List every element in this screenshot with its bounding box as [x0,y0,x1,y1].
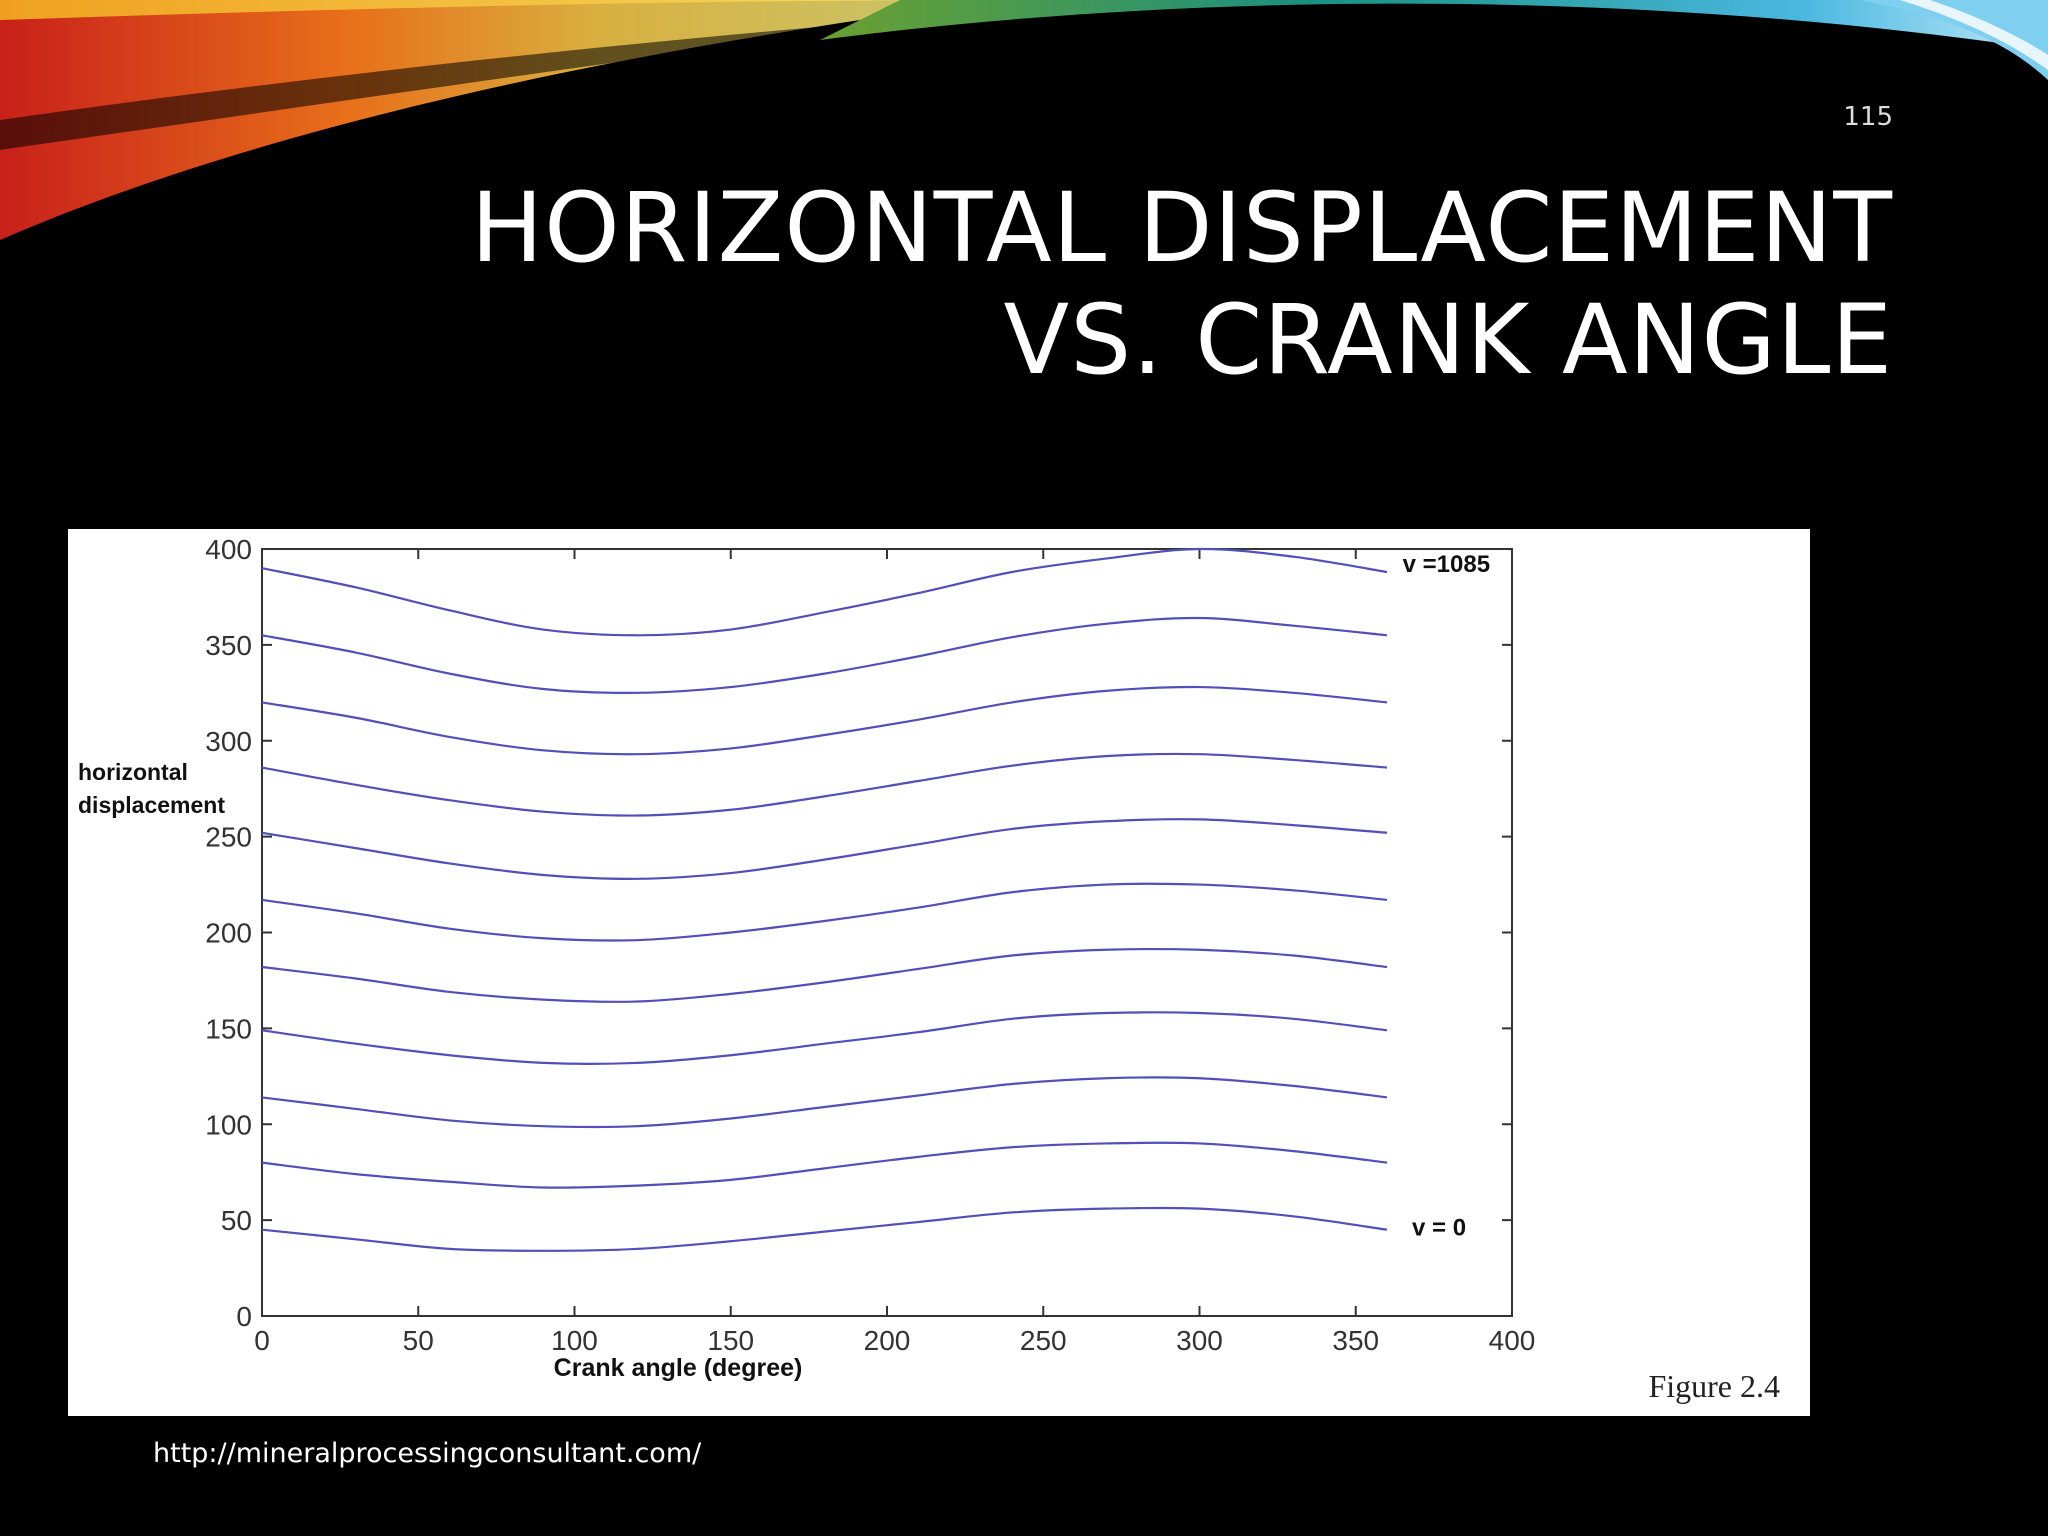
figure-panel: 0 50 100 150 200 250 300 350 400 0 50 100 150 200 250 3… [68,529,1810,1416]
source-url: http://mineralprocessingconsultant.com/ [153,1438,702,1469]
y-tick-label: 400 [205,534,252,565]
y-tick-label: 0 [236,1301,252,1332]
plot-frame [261,548,1513,1317]
series-line-10 [261,616,1388,694]
series-line-3 [261,1076,1388,1129]
x-tick-label: 100 [551,1325,598,1356]
series-line-9 [261,685,1388,756]
decorative-swoosh [0,0,2048,240]
curve-annotation-2: v = 0 [1412,1214,1466,1241]
y-tick-label: 350 [205,630,252,661]
y-tick-label: 200 [205,918,252,949]
series-line-8 [261,752,1388,817]
series-line-11 [261,547,1388,637]
series-line-5 [261,947,1388,1003]
y-tick-label: 250 [205,822,252,853]
y-axis-label-line-1: horizontal [78,759,188,785]
y-axis-label-line-2: displacement [78,792,225,818]
series-line-2 [261,1141,1388,1189]
series-line-4 [261,1011,1388,1065]
y-tick-label: 150 [205,1013,252,1044]
y-tick-label: 50 [221,1205,252,1236]
curve-annotation-1: v =1085 [1403,551,1490,578]
title-line-2: VS. CRANK ANGLE [1003,284,1893,396]
x-tick-label: 300 [1176,1325,1223,1356]
title-line-1: HORIZONTAL DISPLACEMENT [470,172,1893,284]
x-tick-label: 400 [1489,1325,1536,1356]
series-line-1 [261,1206,1388,1252]
figure-label: Figure 2.4 [1648,1368,1780,1404]
x-tick-label: 50 [403,1325,434,1356]
y-tick-label: 100 [205,1109,252,1140]
slide-number: 115 [1843,102,1893,132]
x-tick-label: 200 [864,1325,911,1356]
x-tick-label: 0 [254,1325,270,1356]
x-tick-label: 250 [1020,1325,1067,1356]
series-line-6 [261,882,1388,942]
displacement-chart: 0 50 100 150 200 250 300 350 400 0 50 100 150 200 250 3… [78,534,1780,1404]
series-line-7 [261,818,1388,880]
slide-title: HORIZONTAL DISPLACEMENT VS. CRANK ANGLE [293,172,1893,396]
x-tick-label: 350 [1332,1325,1379,1356]
x-tick-label: 150 [707,1325,754,1356]
y-tick-label: 300 [205,726,252,757]
x-axis-label: Crank angle (degree) [554,1354,803,1382]
